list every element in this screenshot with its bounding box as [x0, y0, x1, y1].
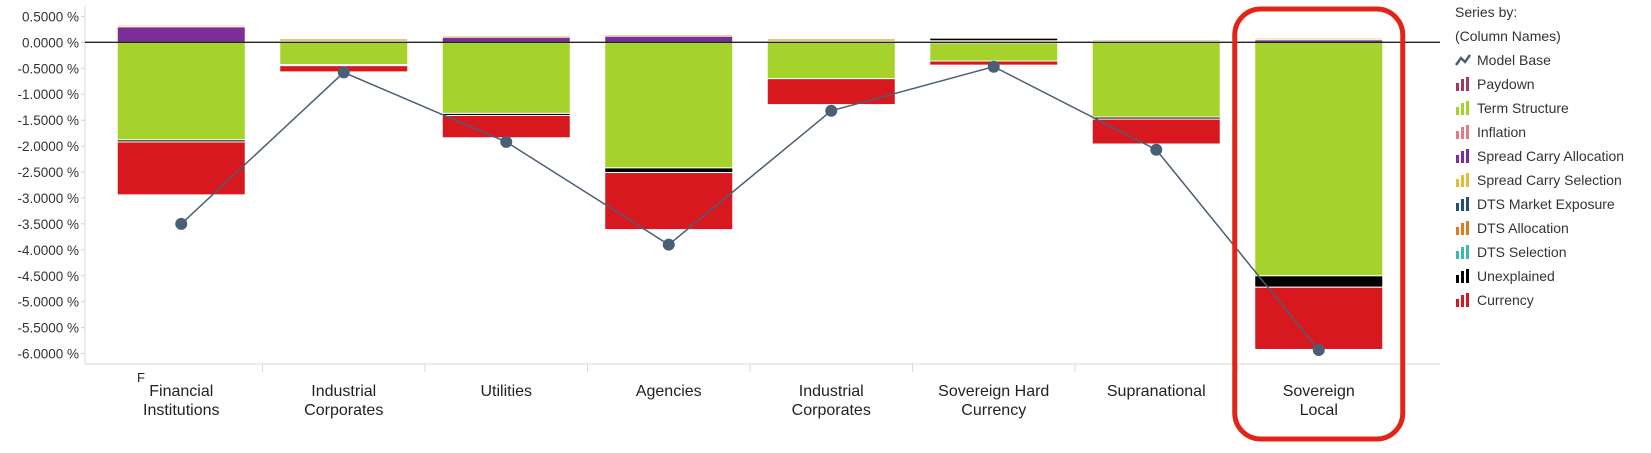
bar-segment [604, 172, 734, 231]
model-base-point [1150, 143, 1163, 156]
legend-title-line-1: Series by: [1455, 4, 1518, 20]
stray-label: F [137, 370, 145, 385]
bar-segment [116, 24, 246, 28]
model-base-point [987, 60, 1000, 73]
bar-series-icon [1455, 101, 1471, 115]
legend-item[interactable]: DTS Selection [1455, 240, 1651, 264]
x-tick-label: Utilities [480, 383, 532, 400]
legend-item[interactable]: Inflation [1455, 120, 1651, 144]
y-tick-label: -1.0000 % [17, 87, 79, 102]
x-tick-label: Financial Institutions [143, 383, 219, 419]
y-tick-label: -1.5000 % [17, 113, 79, 128]
bar-segment [1091, 39, 1221, 42]
bar-segment [279, 41, 409, 66]
bar-series-icon [1455, 197, 1471, 211]
model-base-point [500, 135, 513, 148]
legend-item[interactable]: Paydown [1455, 72, 1651, 96]
bar-segment [279, 38, 409, 42]
legend-item-label: DTS Selection [1477, 244, 1567, 260]
y-tick-label: 0.5000 % [22, 9, 79, 24]
bar-series-icon [1455, 149, 1471, 163]
y-tick-label: -3.0000 % [17, 191, 79, 206]
y-tick-label: -0.5000 % [17, 61, 79, 76]
legend-item-label: Unexplained [1477, 268, 1555, 284]
bar-segment [766, 38, 896, 42]
legend-item-label: Paydown [1477, 76, 1535, 92]
x-tick-label: Industrial Corporates [792, 383, 871, 419]
y-tick-label: 0.0000 % [22, 35, 79, 50]
bar-segment [1254, 286, 1384, 350]
legend-item[interactable]: Term Structure [1455, 96, 1651, 120]
bar-segment [766, 78, 896, 106]
bar-segment [116, 141, 246, 196]
model-base-point [1312, 343, 1325, 356]
y-tick-label: -4.5000 % [17, 269, 79, 284]
bar-segment [441, 36, 571, 43]
bar-series-icon [1455, 173, 1471, 187]
legend-item-label: Term Structure [1477, 100, 1569, 116]
x-tick-label: Supranational [1107, 383, 1206, 400]
bar-series-icon [1455, 245, 1471, 259]
bar-segment [116, 41, 246, 141]
x-tick-label: Industrial Corporates [304, 383, 383, 419]
model-base-point [337, 66, 350, 79]
bar-segment [441, 41, 571, 114]
model-base-point [662, 238, 675, 251]
legend-item-label: DTS Allocation [1477, 220, 1569, 236]
y-tick-label: -5.0000 % [17, 295, 79, 310]
x-tick-label: Sovereign Hard Currency [938, 383, 1049, 419]
bar-segment [604, 167, 734, 174]
bar-segment [604, 41, 734, 169]
bar-segment [1254, 275, 1384, 288]
model-base-point [175, 217, 188, 230]
legend-item-label: Currency [1477, 292, 1534, 308]
bar-segment [441, 35, 571, 38]
bar-segment [1091, 41, 1221, 118]
line-series-icon [1454, 53, 1472, 67]
y-tick-label: -6.0000 % [17, 347, 79, 362]
y-tick-label: -2.0000 % [17, 139, 79, 154]
y-tick-label: -3.5000 % [17, 217, 79, 232]
x-tick-label: Agencies [636, 383, 702, 400]
y-tick-label: -2.5000 % [17, 165, 79, 180]
bar-segment [604, 34, 734, 37]
legend-item-label: Spread Carry Allocation [1477, 148, 1625, 164]
bar-series-icon [1455, 77, 1471, 91]
legend-item[interactable]: Model Base [1454, 48, 1651, 72]
legend-item[interactable]: Spread Carry Allocation [1455, 144, 1651, 168]
bar-series-icon [1455, 125, 1471, 139]
legend-item[interactable]: Spread Carry Selection [1455, 168, 1651, 192]
legend-item-label: DTS Market Exposure [1477, 196, 1615, 212]
bar-segment [1254, 41, 1384, 277]
bar-series-icon [1455, 221, 1471, 235]
y-tick-label: -5.5000 % [17, 321, 79, 336]
legend-title-line-2: (Column Names) [1455, 28, 1561, 44]
legend-item[interactable]: DTS Market Exposure [1455, 192, 1651, 216]
legend-item[interactable]: DTS Allocation [1455, 216, 1651, 240]
legend: Series by: (Column Names) Model Base Payd… [1454, 0, 1651, 312]
legend-item-label: Spread Carry Selection [1477, 172, 1622, 188]
bar-segment [929, 37, 1059, 42]
stacked-bar-chart: 0.5000 % 0.0000 % -0.5000 % -1.0000 % -1.500… [17, 6, 1440, 442]
model-base-line [180, 65, 1320, 351]
bar-segment [116, 26, 246, 43]
y-tick-label: -4.0000 % [17, 243, 79, 258]
legend-items: Model Base Paydown Term Structure Inflation… [1454, 48, 1651, 312]
bar-segment [604, 35, 734, 43]
bar-segment [766, 41, 896, 80]
legend-item[interactable]: Currency [1455, 288, 1651, 312]
legend-item-label: Inflation [1477, 124, 1527, 140]
legend-item[interactable]: Unexplained [1455, 264, 1651, 288]
bar-segment [1254, 37, 1384, 41]
bar-segment [1091, 118, 1221, 145]
bar-series-icon [1455, 269, 1471, 283]
x-tick-label: Sovereign Local [1283, 383, 1355, 419]
bar-series-icon [1455, 293, 1471, 307]
bar-segment [441, 114, 571, 139]
legend-item-label: Model Base [1477, 52, 1551, 68]
highlight-box [1232, 6, 1406, 442]
bar-segment [929, 41, 1059, 62]
model-base-point [825, 104, 838, 117]
